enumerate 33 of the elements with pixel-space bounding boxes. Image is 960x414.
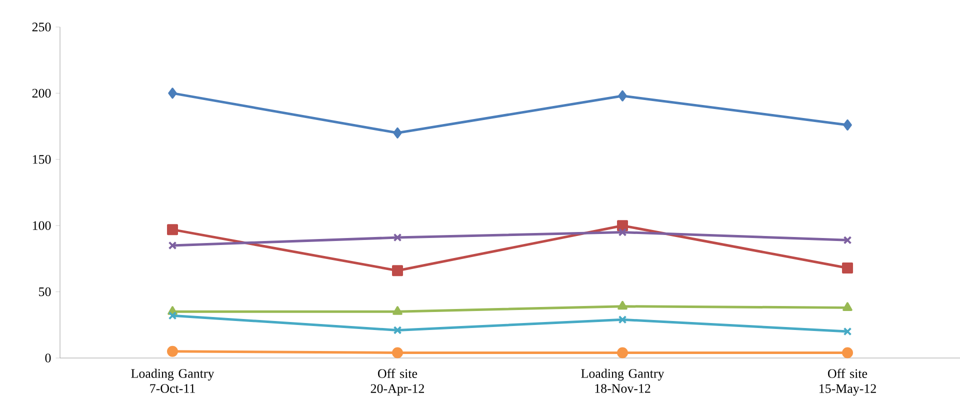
x-tick-label: Off site 20-Apr-12 [370, 368, 424, 396]
point [842, 347, 854, 358]
point [843, 236, 852, 244]
point [618, 300, 628, 310]
point [392, 306, 402, 315]
point [168, 241, 177, 250]
y-tick-label: 50 [39, 287, 51, 296]
y-tick-label: 200 [32, 88, 51, 98]
point [843, 119, 852, 130]
point [842, 302, 852, 311]
point [618, 315, 627, 324]
point [842, 262, 854, 274]
point [617, 347, 628, 358]
x-tick-label: Loading Gantry 7-Oct-11 [131, 368, 214, 393]
y-tick-label: 150 [32, 155, 51, 164]
point [617, 220, 628, 232]
point [393, 326, 402, 334]
y-tick-label: 250 [32, 22, 51, 32]
point [618, 228, 627, 236]
point [167, 346, 178, 357]
point [618, 90, 627, 102]
point [393, 127, 402, 138]
point [843, 327, 852, 336]
x-tick-label: Loading Gantry 18-Nov-12 [581, 368, 664, 393]
point [392, 347, 404, 358]
point [167, 224, 178, 236]
point [168, 88, 177, 99]
y-tick-label: 0 [45, 354, 51, 362]
point [393, 233, 402, 242]
y-tick-label: 100 [32, 221, 51, 230]
point [168, 311, 177, 320]
point [392, 265, 404, 276]
x-tick-label: Off site 15-May-12 [820, 368, 876, 396]
